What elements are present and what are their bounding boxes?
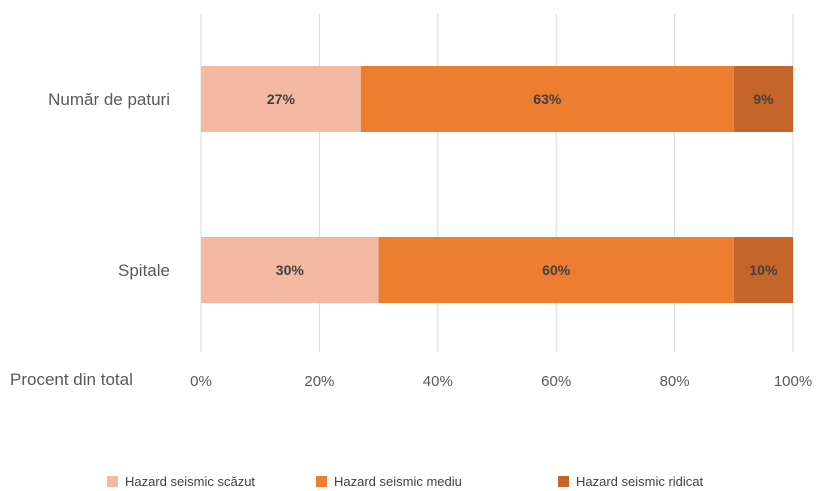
bar-segment — [201, 66, 361, 132]
data-label: 10% — [749, 262, 778, 278]
legend-label: Hazard seismic scăzut — [125, 474, 255, 489]
legend-swatch — [316, 476, 327, 487]
data-label: 60% — [542, 262, 571, 278]
category-label: Spitale — [118, 261, 170, 280]
legend: Hazard seismic scăzut Hazard seismic medi… — [107, 474, 704, 489]
data-label: 63% — [533, 91, 562, 107]
bar-segment — [378, 237, 734, 303]
bar-segment — [733, 237, 793, 303]
bar-segment — [733, 66, 793, 132]
data-label: 9% — [753, 91, 774, 107]
data-label: 27% — [267, 91, 296, 107]
x-tick-label: 0% — [190, 373, 212, 390]
x-tick-label: 80% — [660, 373, 690, 390]
x-tick-labels: 0% 20% 40% 60% 80% 100% — [190, 373, 812, 390]
x-axis-title: Procent din total — [10, 370, 133, 389]
x-tick-label: 20% — [304, 373, 334, 390]
x-tick-label: 100% — [774, 373, 812, 390]
x-tick-label: 60% — [541, 373, 571, 390]
legend-swatch — [107, 476, 118, 487]
bar-segment — [201, 237, 379, 303]
category-labels: Număr de paturi Spitale — [48, 90, 170, 280]
legend-label: Hazard seismic ridicat — [576, 474, 704, 489]
category-label: Număr de paturi — [48, 90, 170, 109]
legend-label: Hazard seismic mediu — [334, 474, 462, 489]
data-label: 30% — [276, 262, 305, 278]
bar-segment — [360, 66, 734, 132]
x-tick-label: 40% — [423, 373, 453, 390]
bars: 27% 63% 9% 30% 60% 10% — [201, 66, 793, 303]
legend-swatch — [558, 476, 569, 487]
